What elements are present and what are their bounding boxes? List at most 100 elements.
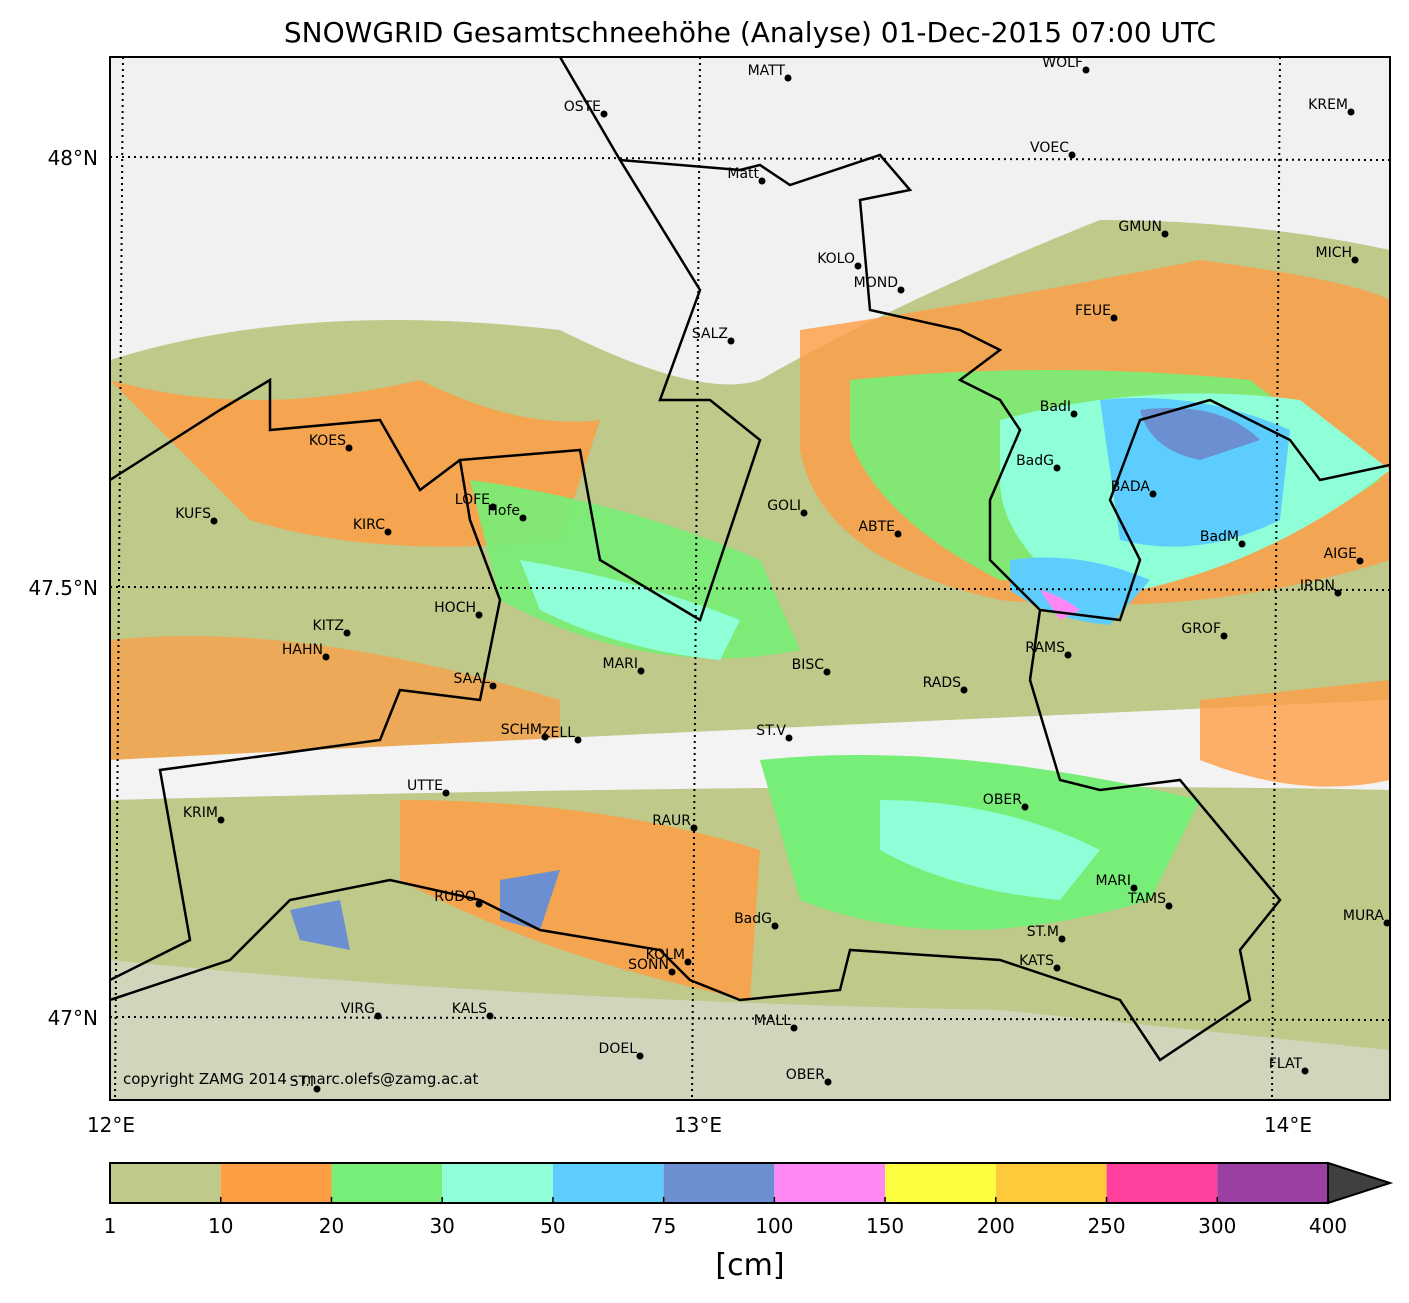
station-dot (1347, 108, 1355, 116)
station-dot (1238, 540, 1246, 548)
colorbar-segment (995, 1163, 1107, 1203)
station-dot (637, 667, 645, 675)
station-label: ST.I (290, 1074, 314, 1090)
station-dot (823, 668, 831, 676)
station-label: KATS (1019, 953, 1054, 969)
station-label: MURA (1343, 908, 1384, 924)
station-dot (1130, 884, 1138, 892)
colorbar-tick-label: 10 (208, 1214, 233, 1238)
station-label: GROF (1181, 621, 1221, 637)
station-dot (1356, 557, 1364, 565)
colorbar-unit: [cm] (715, 1248, 784, 1283)
station-dot (771, 922, 779, 930)
station-dot (1220, 632, 1228, 640)
lat-label: 47.5°N (29, 576, 99, 600)
lat-label: 47°N (48, 1006, 98, 1030)
station-label: Matt (727, 166, 759, 182)
station-dot (1383, 919, 1390, 927)
colorbar-segment (220, 1163, 332, 1203)
colorbar-segment (774, 1163, 886, 1203)
station-label: ABTE (858, 519, 895, 535)
station-label: BadM (1200, 529, 1239, 545)
station-dot (1301, 1067, 1309, 1075)
station-label: KALS (452, 1001, 487, 1017)
station-label: RAMS (1025, 640, 1065, 656)
station-dot (1161, 230, 1169, 238)
station-dot (1351, 256, 1359, 264)
station-dot (313, 1085, 321, 1093)
station-label: KOLO (817, 251, 855, 267)
station-dot (384, 528, 392, 536)
station-label: MOND (854, 275, 898, 291)
colorbar-segment (331, 1163, 443, 1203)
station-label: BADA (1111, 479, 1151, 495)
colorbar-segment (552, 1163, 664, 1203)
station-dot (727, 337, 735, 345)
station-label: KREM (1308, 97, 1348, 113)
station-dot (897, 286, 905, 294)
station-dot (345, 444, 353, 452)
station-dot (1110, 314, 1118, 322)
colorbar-segment (1106, 1163, 1218, 1203)
station-label: BadI (1040, 399, 1071, 415)
station-dot (442, 789, 450, 797)
station-label: IRDN (1300, 578, 1335, 594)
colorbar-segment (442, 1163, 553, 1203)
station-dot (785, 734, 793, 742)
colorbar-tick-label: 200 (977, 1214, 1015, 1238)
station-dot (684, 958, 692, 966)
station-dot (690, 824, 698, 832)
station-dot (854, 262, 862, 270)
station-label: BadG (1016, 453, 1054, 469)
station-label: OSTE (564, 99, 601, 115)
colorbar-segment (663, 1163, 775, 1203)
station-dot (800, 509, 808, 517)
station-label: DOEL (599, 1041, 638, 1057)
station-dot (541, 733, 549, 741)
station-label: ST.V (756, 723, 786, 739)
station-label: MALL (754, 1013, 791, 1029)
station-label: MARI (602, 656, 638, 672)
station-label: LOFE (455, 492, 490, 508)
station-dot (574, 736, 582, 744)
colorbar-tick-label: 75 (651, 1214, 676, 1238)
station-dot (1165, 902, 1173, 910)
station-dot (1058, 935, 1066, 943)
station-label: HAHN (282, 642, 323, 658)
station-dot (1053, 464, 1061, 472)
station-label: VOEC (1030, 140, 1069, 156)
station-dot (960, 686, 968, 694)
station-dot (790, 1024, 798, 1032)
station-label: AIGE (1324, 546, 1357, 562)
station-dot (489, 682, 497, 690)
station-dot (1053, 964, 1061, 972)
station-label: KRIM (183, 805, 218, 821)
station-label: TAMS (1127, 891, 1166, 907)
station-dot (1064, 651, 1072, 659)
copyright: copyright ZAMG 2014 - marc.olefs@zamg.ac… (123, 1070, 479, 1088)
station-label: BISC (792, 657, 825, 673)
station-dot (1068, 151, 1076, 159)
station-dot (374, 1012, 382, 1020)
station-label: KOES (309, 433, 346, 449)
colorbar-tick-label: 300 (1198, 1214, 1236, 1238)
station-label: RADS (923, 675, 962, 691)
station-label: KITZ (313, 618, 344, 634)
station-label: MICH (1315, 245, 1352, 261)
station-dot (824, 1078, 832, 1086)
lon-label: 14°E (1264, 1113, 1312, 1137)
station-dot (636, 1052, 644, 1060)
colorbar-tick-label: 150 (866, 1214, 904, 1238)
station-label: WOLF (1042, 55, 1083, 71)
station-dot (210, 517, 218, 525)
station-label: HOCH (434, 600, 476, 616)
station-dot (1149, 490, 1157, 498)
station-label: ZELL (541, 725, 575, 741)
station-dot (475, 611, 483, 619)
station-dot (1021, 803, 1029, 811)
station-label: SCHM (501, 722, 542, 738)
station-dot (322, 653, 330, 661)
station-label: BadG (734, 911, 772, 927)
title: SNOWGRID Gesamtschneehöhe (Analyse) 01-D… (284, 16, 1216, 49)
station-label: KOLM (646, 947, 685, 963)
